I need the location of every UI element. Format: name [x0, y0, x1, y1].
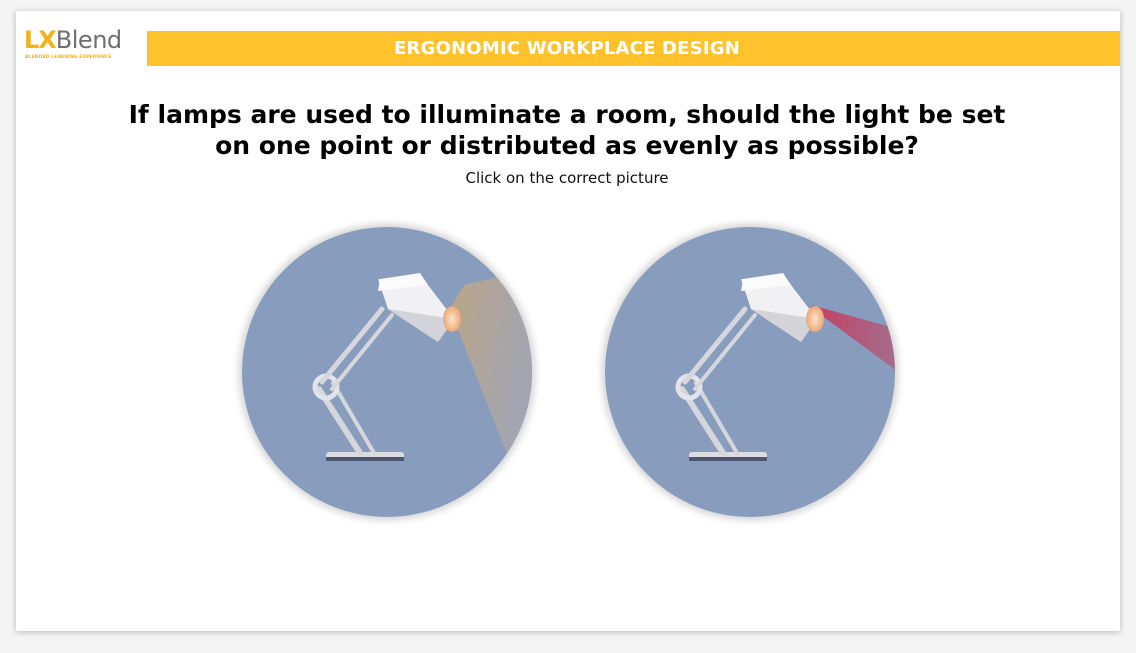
logo-blend-text: Blend	[55, 26, 122, 54]
question-text: If lamps are used to illuminate a room, …	[86, 99, 1048, 161]
logo-lx-text: LX	[24, 26, 57, 54]
choice-focused-light-button[interactable]	[605, 227, 895, 517]
question-line-2: on one point or distributed as evenly as…	[215, 131, 919, 160]
title-bar: ERGONOMIC WORKPLACE DESIGN	[147, 31, 1120, 66]
lamp-diffuse-light-icon	[242, 227, 532, 517]
lamp-focused-light-icon	[605, 227, 895, 517]
logo-tagline: BLENDED LEARNING EXPERIENCE	[25, 55, 112, 60]
instruction-text: Click on the correct picture	[465, 169, 669, 187]
choice-diffuse-light-button[interactable]	[242, 227, 532, 517]
quiz-slide: LXBlend BLENDED LEARNING EXPERIENCE ERGO…	[16, 11, 1120, 631]
lxblend-logo: LXBlend BLENDED LEARNING EXPERIENCE	[24, 28, 144, 72]
page-title: ERGONOMIC WORKPLACE DESIGN	[394, 38, 740, 59]
question-line-1: If lamps are used to illuminate a room, …	[128, 100, 1006, 129]
